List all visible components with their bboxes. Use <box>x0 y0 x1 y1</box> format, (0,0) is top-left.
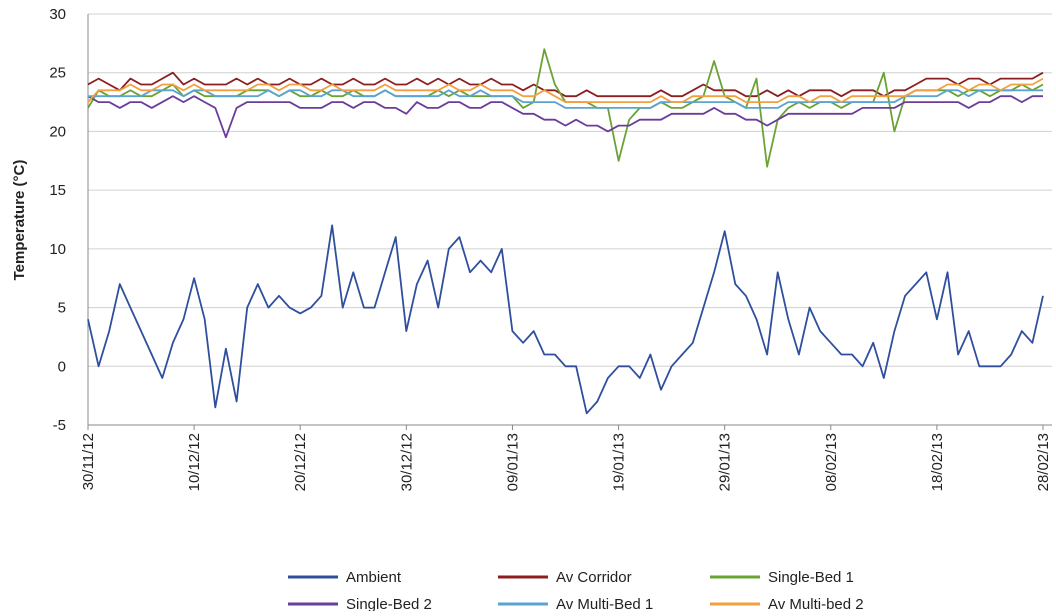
legend-label: Ambient <box>346 569 402 586</box>
legend-label: Single-Bed 2 <box>346 596 432 611</box>
legend-label: Av Corridor <box>556 569 632 586</box>
series-line <box>87 95 1043 139</box>
y-tick-label: 5 <box>58 300 66 317</box>
x-tick-label: 19/01/13 <box>611 433 628 491</box>
y-tick-label: 20 <box>49 123 66 140</box>
series-line <box>88 89 1043 109</box>
legend-label: Single-Bed 1 <box>768 569 854 586</box>
series-line <box>87 77 1044 103</box>
legend-label: Av Multi-Bed 1 <box>556 596 653 611</box>
x-tick-label: 08/02/13 <box>823 433 840 491</box>
y-tick-label: 25 <box>49 65 66 82</box>
legend-label: Av Multi-bed 2 <box>768 596 864 611</box>
y-tick-label: -5 <box>53 417 66 434</box>
y-tick-label: 30 <box>49 6 66 23</box>
x-tick-label: 18/02/13 <box>929 433 946 491</box>
series-line <box>87 71 1044 98</box>
y-axis-title: Temperature (°C) <box>11 160 28 281</box>
y-tick-label: 10 <box>49 241 66 258</box>
x-tick-label: 10/12/12 <box>186 433 203 491</box>
x-tick-label: 20/12/12 <box>292 433 309 491</box>
y-tick-label: 0 <box>58 358 66 375</box>
x-tick-label: 28/02/13 <box>1035 433 1052 491</box>
x-tick-label: 30/11/12 <box>80 433 97 490</box>
x-tick-label: 29/01/13 <box>717 433 734 491</box>
x-tick-label: 30/12/12 <box>398 433 415 491</box>
x-tick-label: 09/01/13 <box>504 433 521 491</box>
y-tick-label: 15 <box>49 182 66 199</box>
series-line <box>87 224 1044 415</box>
